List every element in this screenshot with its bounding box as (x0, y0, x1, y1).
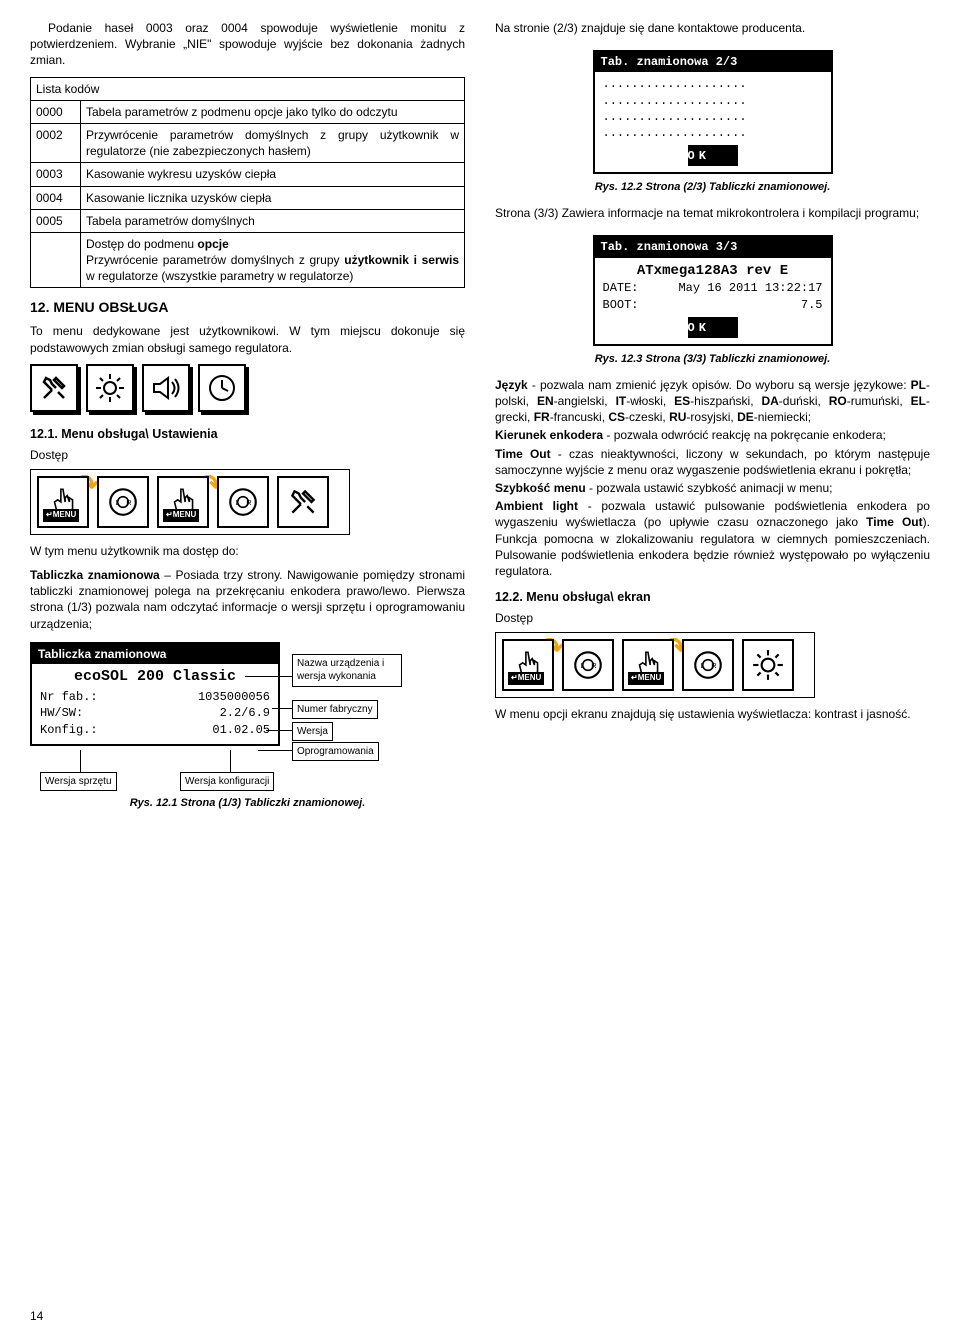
svg-text:L: L (701, 661, 705, 670)
code-cell: 0002 (31, 123, 81, 162)
code-desc: Dostęp do podmenu opcjePrzywrócenie para… (81, 232, 465, 288)
code-desc: Tabela parametrów z podmenu opcje jako t… (81, 100, 465, 123)
lcd-line1: ATxmega128A3 rev E (603, 262, 823, 281)
svg-text:R: R (246, 498, 252, 507)
callout-fab: Numer fabryczny (292, 700, 378, 720)
menu-icons-row (30, 364, 465, 412)
code-desc: Tabela parametrów domyślnych (81, 209, 465, 232)
ok-button: OK (688, 145, 738, 166)
rotary-dial-icon: LR (682, 639, 734, 691)
lcd-panel-33: Tab. znamionowa 3/3 ATxmega128A3 rev E D… (593, 235, 833, 346)
sun-brightness-icon (742, 639, 794, 691)
callout-name: Nazwa urządzenia i wersja wykonania (292, 654, 402, 687)
lcd-boot-v: 7.5 (801, 297, 823, 313)
hand-pointer-icon: ↵MENU (622, 639, 674, 691)
dostep-label: Dostęp (495, 610, 930, 626)
code-cell: 0003 (31, 163, 81, 186)
code-desc: Kasowanie licznika uzysków ciepła (81, 186, 465, 209)
access-desc-detail: Tabliczka znamionowa – Posiada trzy stro… (30, 567, 465, 632)
code-desc: Przywrócenie parametrów domyślnych z gru… (81, 123, 465, 162)
lcd-title-23: Tab. znamionowa 2/3 (595, 52, 831, 72)
menu-badge: ↵MENU (508, 672, 544, 685)
lcd-date-k: DATE: (603, 280, 639, 296)
tools-icon (30, 364, 78, 412)
caption-12-2: Rys. 12.2 Strona (2/3) Tabliczki znamion… (495, 180, 930, 195)
np-key: Konfig.: (40, 722, 98, 738)
hand-pointer-icon: ↵MENU (502, 639, 554, 691)
nameplate-model: ecoSOL 200 Classic (40, 667, 270, 687)
page-number: 14 (30, 1308, 43, 1324)
after-122: Strona (3/3) Zawiera informacje na temat… (495, 205, 930, 221)
access-row-121: ↷ ↷ ↵MENU LR ↵MENU LR (30, 469, 350, 535)
codes-table-header: Lista kodów (31, 77, 465, 100)
svg-text:L: L (116, 498, 120, 507)
rotary-dial-icon: LR (217, 476, 269, 528)
svg-text:R: R (591, 661, 597, 670)
svg-text:L: L (236, 498, 240, 507)
code-cell: 0005 (31, 209, 81, 232)
lcd-date-v: May 16 2011 13:22:17 (678, 280, 822, 296)
callout-soft: Oprogramowania (292, 742, 379, 762)
lcd-panel-23: Tab. znamionowa 2/3 ....................… (593, 50, 833, 174)
menu-badge: ↵MENU (43, 509, 79, 522)
np-key: Nr fab.: (40, 689, 98, 705)
lcd-title-33: Tab. znamionowa 3/3 (595, 237, 831, 257)
intro-right: Na stronie (2/3) znajduje się dane konta… (495, 20, 930, 36)
wrench-screwdriver-icon (277, 476, 329, 528)
code-cell: 0000 (31, 100, 81, 123)
nameplate-figure: Tabliczka znamionowa ecoSOL 200 Classic … (30, 642, 460, 746)
speaker-icon (142, 364, 190, 412)
callout-ver: Wersja (292, 722, 333, 742)
callout-hw: Wersja sprzętu (40, 772, 117, 792)
ekran-desc: W menu opcji ekranu znajdują się ustawie… (495, 706, 930, 722)
code-desc: Kasowanie wykresu uzysków ciepła (81, 163, 465, 186)
caption-12-3: Rys. 12.3 Strona (3/3) Tabliczki znamion… (495, 352, 930, 367)
dostep-label: Dostęp (30, 447, 465, 463)
sun-brightness-icon (86, 364, 134, 412)
intro-left: Podanie haseł 0003 oraz 0004 spowoduje w… (30, 20, 465, 69)
code-cell: 0004 (31, 186, 81, 209)
menu-badge: ↵MENU (628, 672, 664, 685)
np-val: 2.2/6.9 (220, 705, 270, 721)
codes-table: Lista kodów 0000Tabela parametrów z podm… (30, 77, 465, 289)
np-val: 1035000056 (198, 689, 270, 705)
svg-text:R: R (126, 498, 132, 507)
heading-12: 12. MENU OBSŁUGA (30, 298, 465, 317)
code-cell (31, 232, 81, 288)
heading-12-2: 12.2. Menu obsługa\ ekran (495, 589, 930, 606)
nameplate-title: Tabliczka znamionowa (32, 644, 278, 664)
hand-pointer-icon: ↵MENU (157, 476, 209, 528)
ok-button: OK (688, 317, 738, 338)
np-val: 01.02.05 (212, 722, 270, 738)
rotary-dial-icon: LR (97, 476, 149, 528)
caption-12-1: Rys. 12.1 Strona (1/3) Tabliczki znamion… (30, 796, 465, 811)
hand-pointer-icon: ↵MENU (37, 476, 89, 528)
definitions-list: Język - pozwala nam zmienić język opisów… (495, 377, 930, 579)
access-row-122: ↷ ↷ ↵MENU LR ↵MENU LR (495, 632, 815, 698)
lcd-boot-k: BOOT: (603, 297, 639, 313)
np-key: HW/SW: (40, 705, 83, 721)
nameplate-panel: Tabliczka znamionowa ecoSOL 200 Classic … (30, 642, 280, 746)
callout-cfg: Wersja konfiguracji (180, 772, 274, 792)
svg-text:L: L (581, 661, 585, 670)
access-desc: W tym menu użytkownik ma dostęp do: (30, 543, 465, 559)
menu-desc: To menu dedykowane jest użytkownikowi. W… (30, 323, 465, 355)
clock-icon (198, 364, 246, 412)
rotary-dial-icon: LR (562, 639, 614, 691)
svg-text:R: R (711, 661, 717, 670)
heading-12-1: 12.1. Menu obsługa\ Ustawienia (30, 426, 465, 443)
menu-badge: ↵MENU (163, 509, 199, 522)
